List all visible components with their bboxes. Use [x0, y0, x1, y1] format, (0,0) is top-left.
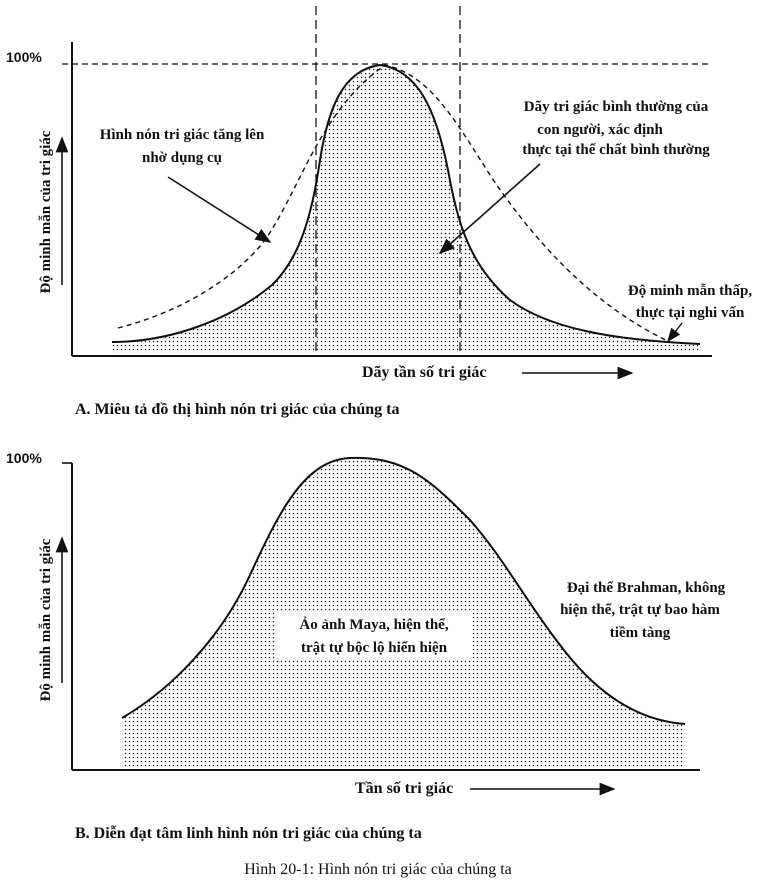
figure-caption: Hình 20-1: Hình nón tri giác của chúng t… [244, 861, 512, 878]
panel-a-callout-low-arrow [667, 322, 683, 343]
panel-b-y-axis-label: Độ minh mẫn của tri giác [38, 538, 54, 701]
panel-a-callout-right-line3: thực tại thể chất bình thường [522, 142, 710, 158]
panel-b-right-text-line3: tiềm tàng [610, 625, 671, 641]
panel-a-100-label: 100% [6, 49, 42, 65]
panel-a-callout-right-line2: con người, xác định [537, 122, 663, 138]
panel-b-cone-curve [121, 456, 686, 725]
panel-a-callout-left-arrow [167, 176, 272, 243]
panel-a-normal-range-fill [112, 65, 700, 353]
panel-b-x-axis-label: Tần số tri giác [355, 780, 453, 797]
panel-a-callout-left-line1: Hình nón tri giác tăng lên [100, 127, 265, 143]
panel-a: 100% Độ minh mẫn của tri giác Dãy tần số… [6, 6, 752, 418]
panel-b-center-text-bg [276, 612, 472, 658]
panel-b-center-text-line1: Ảo ảnh Maya, hiện thể, [299, 616, 448, 633]
panel-b-right-text-line2: hiện thể, trật tự bao hàm [560, 602, 720, 618]
panel-a-callout-low-line2: thực tại nghi vấn [636, 305, 745, 321]
panel-b-caption: B. Diễn đạt tâm linh hình nón tri giác c… [75, 825, 422, 842]
panel-a-extended-curve [117, 64, 671, 343]
panel-a-callout-left-line2: nhờ dụng cụ [142, 150, 222, 166]
panel-a-normal-curve [111, 63, 701, 345]
panel-b-center-text-line2: trật tự bộc lộ hiển hiện [301, 640, 448, 656]
panel-b-100-label: 100% [6, 450, 42, 466]
panel-a-callout-right-line1: Dãy tri giác bình thường của [524, 99, 709, 115]
panel-a-callout-right-arrow [438, 163, 541, 255]
panel-a-callout-low-line1: Độ minh mẫn thấp, [628, 283, 752, 299]
panel-a-caption: A. Miêu tả đồ thị hình nón tri giác của … [75, 401, 399, 418]
panel-a-y-axis-label: Độ minh mẫn của tri giác [38, 130, 54, 293]
panel-a-x-axis-label: Dãy tần số tri giác [362, 364, 486, 381]
panel-b: 100% Độ minh mẫn của tri giác Tần số tri… [6, 450, 726, 842]
panel-b-right-text-line1: Đại thể Brahman, không [567, 580, 726, 596]
